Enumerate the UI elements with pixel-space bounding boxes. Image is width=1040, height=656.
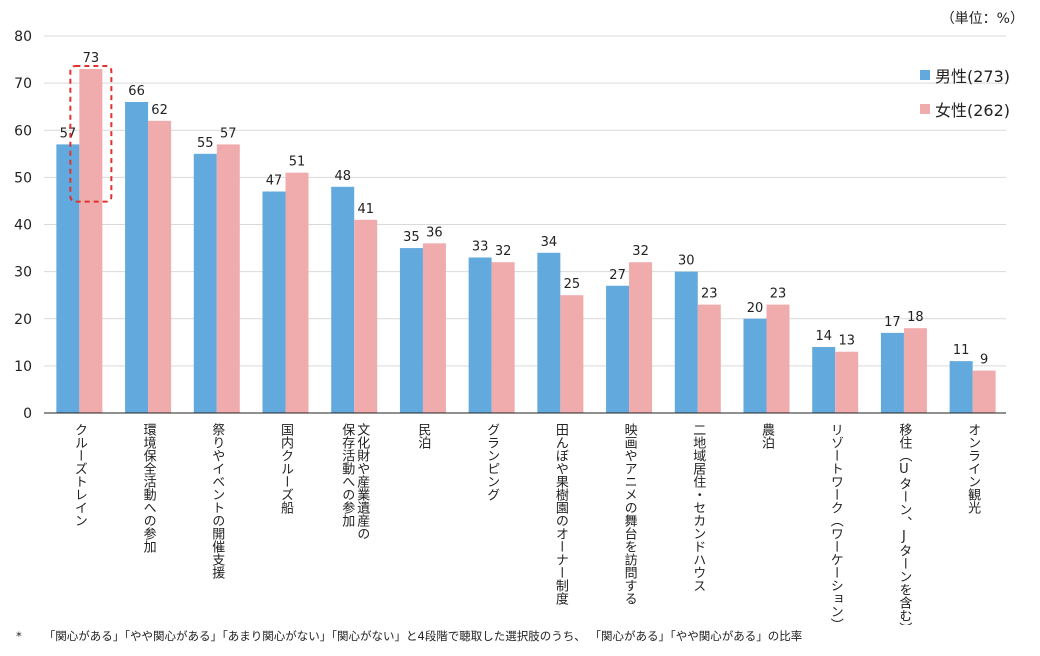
y-tick-label: 40	[14, 218, 32, 234]
data-label-male-10: 20	[747, 301, 764, 316]
data-label-female-5: 36	[426, 225, 443, 240]
category-label-13: オンライン観光	[965, 423, 981, 514]
data-label-female-2: 57	[220, 126, 237, 141]
category-label-6: グランピング	[484, 423, 500, 501]
unit-label: （単位：%）	[940, 11, 1024, 27]
bar-female-9	[697, 304, 721, 413]
bar-female-10	[766, 304, 790, 413]
legend: 男性(273) 女性(262)	[920, 58, 1010, 126]
bar-female-6	[491, 262, 515, 413]
bar-male-10	[743, 318, 767, 413]
legend-swatch-female	[920, 104, 930, 114]
y-tick-label: 30	[14, 265, 32, 281]
category-label-2: 祭りやイベントの開催支援	[209, 423, 225, 579]
bar-female-2	[216, 144, 240, 413]
y-tick-label: 10	[14, 359, 32, 375]
data-label-male-7: 34	[541, 235, 558, 250]
data-label-male-11: 14	[815, 329, 832, 344]
data-label-male-3: 47	[266, 174, 283, 189]
bar-male-0	[56, 144, 80, 413]
data-label-male-13: 11	[953, 343, 970, 358]
y-tick-label: 0	[23, 406, 32, 422]
data-label-male-5: 35	[403, 230, 420, 245]
bar-female-5	[422, 243, 446, 413]
data-label-female-6: 32	[495, 244, 512, 259]
y-axis-ticks: 0 10 20 30 40 50 60 70 80	[14, 29, 32, 422]
bar-male-13	[949, 361, 973, 413]
bar-female-13	[972, 370, 996, 413]
data-label-male-1: 66	[128, 84, 145, 99]
category-labels: クルーズトレイン 環境保全活動への参加 祭りやイベントの開催支援 国内クルーズ船 文化財…	[72, 423, 981, 625]
gridlines	[44, 35, 1006, 367]
bar-male-6	[468, 257, 492, 413]
bar-male-5	[399, 248, 423, 413]
data-label-male-8: 27	[609, 268, 626, 283]
data-label-male-9: 30	[678, 254, 695, 269]
bar-male-2	[193, 153, 217, 413]
bars	[56, 68, 996, 414]
bar-female-7	[560, 295, 584, 413]
category-label-1: 環境保全活動への参加	[141, 423, 157, 554]
footnote: * 「関心がある」「やや関心がある」「あまり関心がない」「関心がない」と4段階で聴…	[16, 628, 802, 644]
data-label-male-0: 57	[60, 126, 77, 141]
bar-male-12	[880, 332, 904, 413]
bar-female-11	[835, 351, 859, 413]
legend-item-female: 女性(262)	[920, 92, 1010, 126]
data-label-male-12: 17	[884, 315, 901, 330]
y-tick-label: 60	[14, 123, 32, 139]
data-label-female-9: 23	[701, 287, 718, 302]
bar-male-3	[262, 191, 286, 413]
data-label-female-8: 32	[632, 244, 649, 259]
category-label-7: 田んぼや果樹園のオーナー制度	[553, 423, 569, 605]
data-label-male-2: 55	[197, 136, 214, 151]
category-label-8: 映画やアニメの舞台を訪問する	[622, 423, 638, 605]
y-tick-label: 50	[14, 170, 32, 186]
y-tick-label: 20	[14, 312, 32, 328]
category-label-12: 移住（Uターン、Jターンを含む）	[896, 423, 912, 625]
data-label-female-3: 51	[289, 155, 306, 170]
legend-item-male: 男性(273)	[920, 58, 1010, 92]
bar-female-3	[285, 172, 309, 413]
category-label-11: リゾートワーク（ワーケーション）	[828, 423, 844, 625]
y-tick-label: 70	[14, 76, 32, 92]
data-label-male-4: 48	[334, 169, 351, 184]
category-label-4: 文化財や産業遺産の	[354, 423, 370, 540]
bar-female-8	[629, 262, 653, 413]
bar-male-8	[606, 285, 630, 413]
bar-male-7	[537, 252, 561, 413]
bar-female-0	[79, 68, 103, 414]
category-label-3: 国内クルーズ船	[278, 423, 294, 515]
bar-male-1	[125, 101, 149, 413]
data-label-female-4: 41	[357, 202, 374, 217]
data-label-female-10: 23	[770, 287, 787, 302]
bar-chart: 0 10 20 30 40 50 60 70 80 57 73 66 62 55 57 47 51 48 41 35…	[14, 29, 1006, 625]
footnote-text: 「関心がある」「やや関心がある」「あまり関心がない」「関心がない」と4段階で聴取…	[43, 629, 803, 643]
data-label-female-1: 62	[151, 103, 168, 118]
category-label-5: 民泊	[415, 423, 431, 449]
category-label-0: クルーズトレイン	[72, 423, 87, 527]
category-label-10: 農泊	[759, 423, 775, 449]
bar-female-4	[354, 219, 378, 413]
data-label-female-11: 13	[838, 334, 855, 349]
data-label-female-0: 73	[83, 51, 100, 66]
legend-swatch-male	[920, 70, 930, 80]
bar-male-9	[674, 271, 698, 413]
footnote-mark: *	[16, 629, 22, 643]
data-label-female-13: 9	[980, 353, 988, 368]
y-tick-label: 80	[14, 29, 32, 45]
data-label-female-12: 18	[907, 310, 924, 325]
bar-female-1	[148, 120, 172, 413]
legend-label-female: 女性(262)	[935, 101, 1011, 120]
legend-label-male: 男性(273)	[935, 67, 1011, 86]
data-labels: 57 73 66 62 55 57 47 51 48 41 35 36 33 32 34 25 27 32 30 23…	[60, 51, 989, 368]
bar-male-11	[812, 347, 836, 413]
category-label-9: 二地域居住・セカンドハウス	[690, 423, 706, 592]
bar-female-12	[903, 328, 927, 413]
category-label-4: 保存活動への参加	[339, 423, 355, 528]
data-label-female-7: 25	[564, 277, 581, 292]
bar-male-4	[331, 186, 355, 413]
highlight-dashed-box	[69, 64, 113, 203]
highlight-box	[69, 64, 113, 203]
data-label-male-6: 33	[472, 239, 489, 254]
